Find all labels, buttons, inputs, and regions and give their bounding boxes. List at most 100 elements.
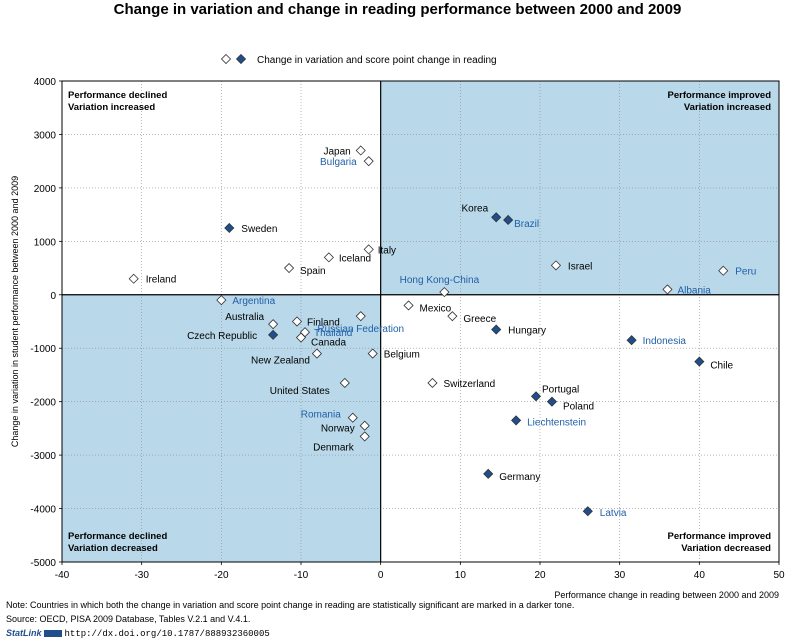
point-label-chile: Chile [710, 361, 733, 372]
y-tick-label: -1000 [30, 344, 56, 355]
point-label-czech-republic: Czech Republic [187, 331, 257, 342]
y-tick-label: 2000 [34, 184, 57, 195]
point-mexico [403, 300, 414, 311]
statlink: StatLink http://dx.doi.org/10.1787/888932… [6, 628, 270, 639]
y-tick-label: -5000 [30, 558, 56, 569]
point-label-italy: Italy [378, 245, 396, 256]
quadrant-label-top-left-line2: Variation increased [68, 102, 155, 113]
statlink-url[interactable]: http://dx.doi.org/10.1787/888932360005 [64, 629, 270, 639]
legend-marker-filled [235, 53, 247, 65]
point-label-liechtenstein: Liechtenstein [527, 417, 586, 428]
point-brazil [503, 214, 514, 226]
point-label-denmark: Denmark [313, 442, 355, 453]
y-tick-label: -2000 [30, 398, 56, 409]
point-label-romania: Romania [301, 410, 341, 421]
x-tick-label: -30 [134, 570, 149, 581]
point-label-israel: Israel [568, 261, 592, 272]
point-label-russian-federation: Russian Federation [317, 324, 404, 335]
point-label-norway: Norway [321, 424, 355, 435]
point-label-bulgaria: Bulgaria [320, 157, 357, 168]
quadrant-label-top-right-line2: Variation increased [684, 102, 771, 113]
x-tick-label: 40 [694, 570, 706, 581]
point-label-albania: Albania [677, 285, 711, 296]
point-romania [347, 412, 358, 423]
quadrant-label-bottom-right-line2: Variation decreased [681, 543, 771, 554]
chart-title: Change in variation and change in readin… [113, 1, 682, 18]
point-japan [355, 145, 366, 156]
point-liechtenstein [511, 415, 522, 426]
point-australia [268, 319, 279, 330]
point-chile [694, 356, 705, 367]
point-label-japan: Japan [324, 146, 351, 157]
point-label-australia: Australia [225, 312, 264, 323]
point-label-ireland: Ireland [146, 275, 177, 286]
quadrant-label-top-left-line1: Performance declined [68, 90, 167, 101]
point-label-argentina: Argentina [232, 296, 275, 307]
point-finland [291, 316, 303, 327]
footer-note: Note: Countries in which both the change… [6, 600, 575, 610]
point-label-poland: Poland [563, 402, 594, 413]
quadrant-label-bottom-right-line1: Performance improved [668, 531, 772, 542]
point-label-hungary: Hungary [508, 326, 546, 337]
point-ireland [128, 273, 139, 284]
point-label-spain: Spain [300, 266, 326, 277]
point-israel [550, 260, 561, 271]
quadrant-label-bottom-left-line1: Performance declined [68, 531, 167, 542]
x-tick-label: -20 [214, 570, 229, 581]
point-russian-federation [355, 311, 366, 322]
x-axis-title: Performance change in reading between 20… [554, 590, 779, 600]
point-korea [491, 212, 502, 223]
point-label-sweden: Sweden [241, 224, 277, 235]
y-tick-label: 4000 [34, 77, 57, 88]
point-canada [295, 332, 307, 343]
point-bulgaria [363, 156, 374, 167]
point-label-switzerland: Switzerland [443, 379, 495, 390]
point-label-belgium: Belgium [384, 350, 420, 361]
point-label-united-states: United States [270, 386, 330, 397]
x-tick-label: 30 [614, 570, 626, 581]
x-tick-label: 20 [534, 570, 546, 581]
point-label-portugal: Portugal [542, 384, 579, 395]
point-norway [359, 420, 370, 431]
point-label-greece: Greece [463, 314, 496, 325]
y-tick-label: -3000 [30, 451, 56, 462]
quadrant-label-top-right-line1: Performance improved [668, 90, 772, 101]
point-iceland [323, 252, 334, 263]
point-germany [483, 468, 494, 479]
point-indonesia [626, 335, 637, 346]
y-tick-label: -4000 [30, 505, 56, 516]
point-label-thailand: Thailand [314, 328, 352, 339]
point-italy [363, 244, 374, 255]
shaded-quadrant-top-right [380, 81, 779, 295]
point-czech-republic [268, 329, 279, 340]
point-label-iceland: Iceland [339, 253, 371, 264]
quadrant-label-bottom-left-line2: Variation decreased [68, 543, 158, 554]
y-axis-title: Change in variation in student performan… [10, 176, 20, 447]
point-spain [283, 262, 295, 274]
point-poland [546, 396, 558, 407]
point-label-peru: Peru [735, 267, 756, 278]
point-peru [718, 265, 729, 276]
x-tick-label: -40 [55, 570, 70, 581]
point-hong-kong-china [439, 287, 450, 298]
point-label-new-zealand: New Zealand [251, 356, 310, 367]
point-argentina [216, 295, 227, 306]
point-albania [662, 284, 673, 295]
legend-marker-open [220, 53, 232, 65]
point-switzerland [427, 377, 438, 389]
x-tick-label: 0 [378, 570, 384, 581]
statlink-logo-icon [43, 630, 62, 638]
x-tick-label: 10 [455, 570, 467, 581]
point-latvia [582, 506, 593, 517]
point-label-hong-kong-china: Hong Kong-China [400, 275, 480, 286]
point-greece [447, 311, 458, 322]
legend-label: Change in variation and score point chan… [257, 55, 497, 66]
statlink-label: StatLink [6, 628, 42, 638]
x-tick-label: -10 [294, 570, 309, 581]
point-label-korea: Korea [461, 203, 488, 214]
x-tick-label: 50 [773, 570, 785, 581]
point-portugal [530, 391, 542, 402]
point-denmark [359, 431, 370, 442]
point-hungary [491, 324, 502, 335]
point-label-germany: Germany [499, 472, 540, 483]
